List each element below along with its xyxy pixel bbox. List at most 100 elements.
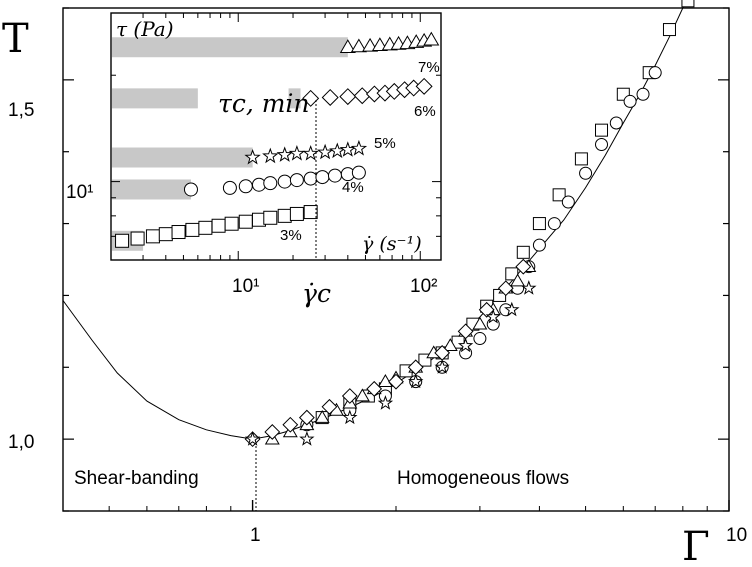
annotation-homogeneous-flows: Homogeneous flows [397, 468, 569, 489]
inset-point-square [185, 222, 200, 237]
inset-point-square [130, 231, 145, 246]
inset-point-triangle [350, 38, 367, 53]
x-axis-label: Γ [682, 524, 710, 567]
annotation-shear-banding: Shear-banding [74, 468, 199, 489]
inset-point-square [277, 208, 292, 223]
gamma-c-label: γ̇c [302, 279, 331, 308]
data-point-star [377, 395, 394, 410]
data-point-square [595, 123, 609, 137]
x-tick-label-1: 1 [250, 525, 261, 546]
data-point-circle [648, 66, 662, 80]
inset-point-square [224, 216, 239, 231]
data-point-square [532, 217, 546, 231]
inset-point-square [211, 218, 226, 233]
data-point-square [552, 188, 566, 202]
data-point-circle [473, 332, 487, 346]
data-point-circle [579, 166, 593, 180]
inset-x-label: γ̇ (s⁻¹) [362, 233, 422, 255]
series-label-6: 6% [414, 103, 436, 120]
inset-point-diamond [339, 88, 357, 106]
data-point-circle [623, 94, 637, 108]
data-point-star [342, 409, 358, 425]
inset-point-circle [222, 180, 237, 195]
inset-point-circle [263, 176, 278, 191]
inset-x-tick-10: 10¹ [232, 276, 259, 297]
data-point-star [485, 308, 501, 324]
inset-point-circle [315, 170, 330, 185]
inset-point-circle [351, 165, 366, 180]
x-tick-label-10: 10 [726, 525, 747, 546]
shear-band-7% [112, 37, 348, 58]
y-tick-label-1-0: 1,0 [8, 432, 34, 453]
data-point-circle [609, 116, 623, 130]
series-label-4: 4% [342, 179, 364, 196]
inset-title: τ (Pa) [116, 17, 174, 41]
data-point-circle [547, 217, 561, 231]
data-point-diamond [264, 424, 281, 440]
y-axis-label: T [2, 16, 29, 62]
data-point-triangle [510, 273, 526, 287]
data-point-star [504, 301, 520, 317]
shear-band-min-6% [288, 88, 301, 109]
inset-point-square [198, 220, 213, 235]
inset-point-square [158, 227, 173, 242]
inset-point-circle [303, 171, 318, 186]
data-point-star [244, 431, 261, 446]
data-point-triangle [472, 316, 488, 330]
inset-point-star [288, 145, 306, 161]
inset-point-square [238, 214, 253, 229]
inset-x-tick-100: 10² [410, 276, 437, 297]
data-point-triangle [354, 388, 370, 402]
data-point-diamond [321, 398, 338, 415]
inset-point-star [276, 146, 293, 162]
inset-point-star [262, 147, 279, 164]
inset-point-star [244, 148, 261, 165]
data-point-diamond [298, 409, 315, 426]
main-points [244, 0, 695, 448]
data-point-circle [595, 138, 609, 152]
inset-point-circle [289, 173, 304, 188]
data-point-diamond [341, 388, 358, 404]
inset-points [115, 31, 440, 248]
inset-point-square [289, 206, 304, 221]
series-label-7: 7% [418, 59, 440, 76]
data-point-triangle [442, 338, 458, 352]
inset-point-circle [183, 182, 198, 197]
inset-point-square [263, 210, 278, 225]
inset-point-circle [327, 168, 342, 183]
shear-band-5% [112, 147, 253, 168]
inset-point-triangle [371, 37, 388, 52]
shear-band-4% [112, 179, 191, 200]
data-point-square [574, 152, 588, 166]
data-point-square [516, 245, 530, 259]
inset-point-circle [238, 179, 253, 194]
data-point-circle [532, 238, 546, 252]
series-label-5: 5% [374, 135, 396, 152]
data-point-square [681, 0, 695, 8]
inset-point-star [350, 139, 368, 156]
inset-point-triangle [423, 31, 440, 46]
data-point-triangle [314, 409, 330, 423]
inset-point-square [145, 229, 160, 244]
inset-point-square [115, 233, 130, 248]
inset-point-star [316, 143, 334, 160]
main-axes [62, 7, 730, 512]
inset-point-square [303, 205, 318, 220]
data-point-triangle [377, 374, 393, 387]
inset-y-tick-10: 10¹ [66, 182, 93, 203]
inset-point-star [302, 145, 319, 161]
data-point-star [299, 431, 315, 446]
inset-point-diamond [321, 88, 339, 106]
data-point-star [521, 280, 537, 295]
data-point-diamond [497, 280, 514, 297]
data-point-diamond [282, 416, 299, 433]
inset-point-diamond [415, 77, 433, 95]
data-point-diamond [366, 380, 383, 397]
series-label-3: 3% [280, 227, 302, 244]
y-tick-label-1-5: 1,5 [8, 100, 34, 121]
data-point-diamond [388, 373, 404, 390]
inset-point-circle [277, 174, 292, 189]
data-point-circle [636, 87, 650, 101]
inset-axes [110, 12, 441, 261]
